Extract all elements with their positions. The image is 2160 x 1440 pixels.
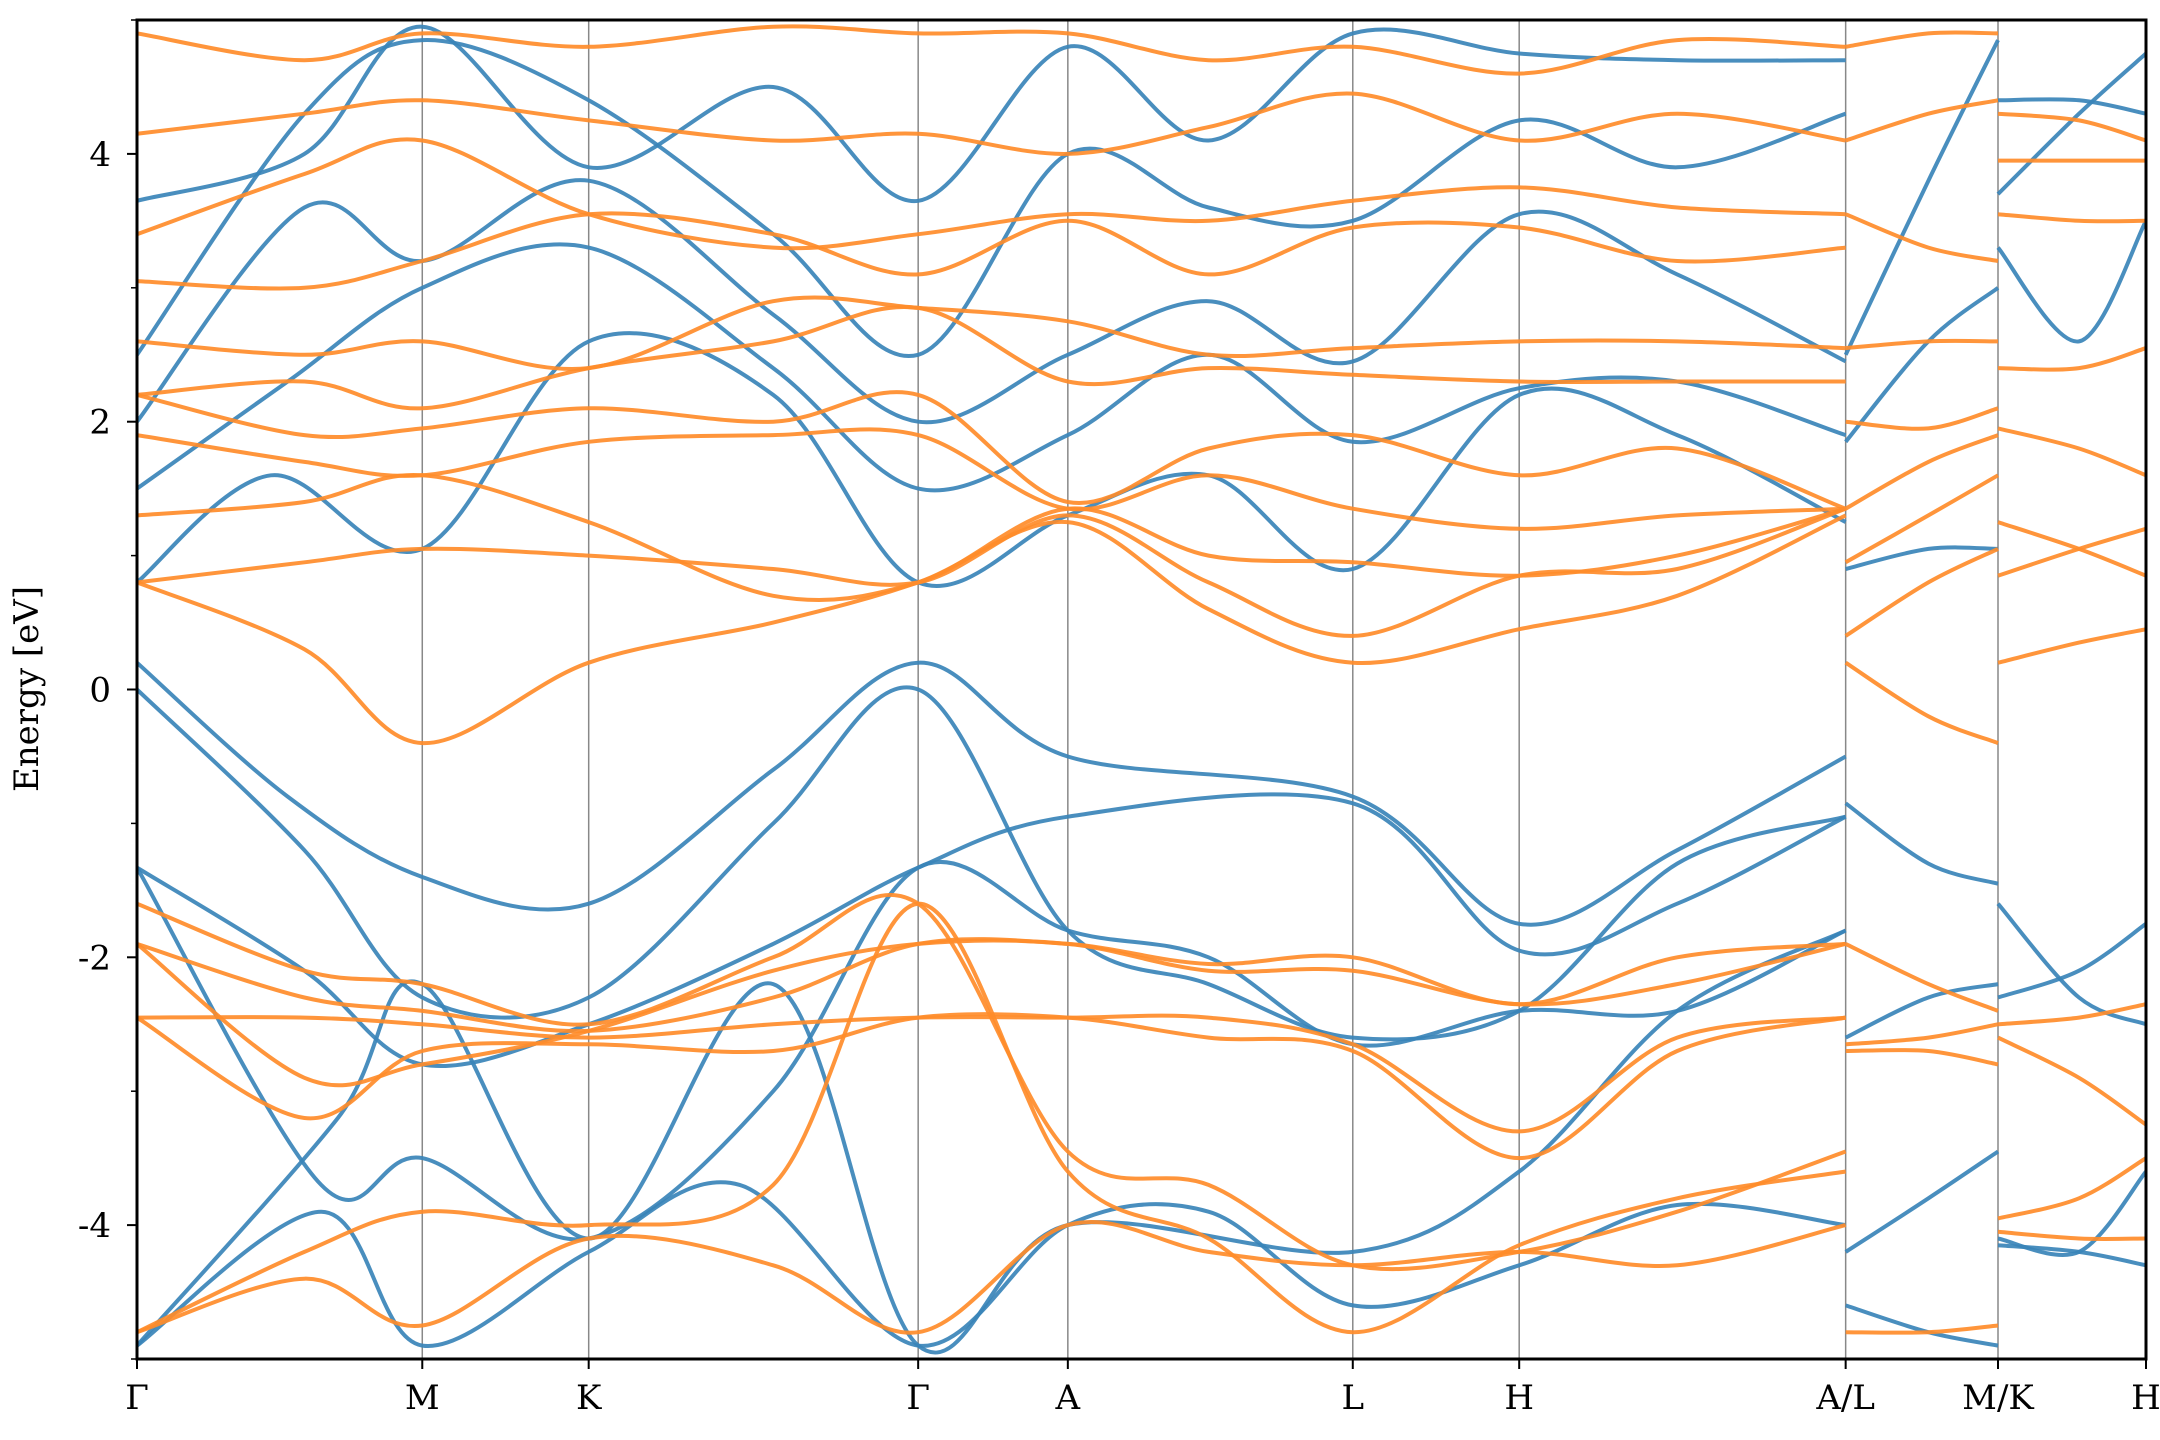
band-line-spin-down bbox=[137, 304, 1846, 411]
band-line-spin-down bbox=[1844, 212, 1999, 263]
band-line-spin-down bbox=[137, 1012, 1847, 1161]
x-tick-label: A/L bbox=[1815, 1378, 1875, 1418]
band-line-spin-down bbox=[1997, 346, 2146, 372]
band-line-spin-down bbox=[1844, 547, 1999, 638]
band-line-spin-down bbox=[137, 91, 1847, 156]
band-line-spin-up bbox=[1844, 982, 1999, 1040]
band-line-spin-down bbox=[1997, 212, 2146, 224]
x-tick-label: H bbox=[1504, 1378, 1534, 1418]
y-axis-title: Energy [eV] bbox=[7, 586, 47, 792]
band-line-spin-down bbox=[1997, 520, 2146, 578]
band-line-spin-down bbox=[1844, 473, 2000, 565]
band-line-spin-down bbox=[137, 506, 1847, 638]
band-line-spin-up bbox=[1845, 545, 1999, 571]
band-line-spin-up bbox=[1844, 1149, 2000, 1254]
band-line-spin-down bbox=[137, 427, 1846, 531]
band-line-spin-down bbox=[1844, 661, 1999, 745]
band-line-spin-down bbox=[1997, 1035, 2146, 1127]
band-line-spin-down bbox=[137, 1219, 1847, 1335]
y-tick-label: -4 bbox=[78, 1206, 111, 1246]
band-line-spin-down bbox=[1844, 942, 1999, 1013]
x-tick-label: K bbox=[576, 1378, 602, 1418]
x-tick-label: Γ bbox=[125, 1378, 149, 1418]
x-tick-label: M bbox=[405, 1378, 440, 1418]
band-line-spin-up bbox=[137, 331, 1847, 588]
x-tick-label: A bbox=[1055, 1378, 1081, 1418]
band-line-spin-down bbox=[137, 390, 1847, 511]
band-line-spin-down bbox=[137, 472, 1847, 603]
band-line-spin-up bbox=[1997, 97, 2146, 116]
plot-frame bbox=[135, 18, 2148, 1361]
band-line-spin-down bbox=[1997, 1002, 2146, 1027]
x-axis-ticks: Γ M K Γ A L H A/L M/K H bbox=[125, 1359, 2160, 1418]
y-tick-label: 0 bbox=[89, 671, 111, 711]
band-line-spin-down bbox=[1845, 338, 1999, 351]
band-line-spin-down bbox=[1997, 1156, 2146, 1221]
band-line-spin-up bbox=[137, 660, 1847, 927]
band-line-spin-up bbox=[137, 178, 1847, 425]
band-line-spin-up bbox=[137, 242, 1847, 493]
band-line-spin-down bbox=[137, 211, 1846, 291]
band-line-spin-up bbox=[1845, 1303, 1999, 1348]
band-line-spin-up bbox=[137, 38, 1847, 359]
band-line-spin-down bbox=[137, 137, 1846, 251]
band-line-spin-down bbox=[1845, 1022, 1999, 1047]
band-line-spin-up bbox=[1997, 1243, 2146, 1268]
band-line-spin-down bbox=[1844, 433, 1999, 511]
x-tick-label: M/K bbox=[1962, 1378, 2034, 1418]
y-axis-ticks: -4 -2 0 2 4 bbox=[78, 19, 137, 1360]
band-line-spin-down bbox=[1845, 406, 1999, 431]
x-tick-label: Γ bbox=[906, 1378, 930, 1418]
x-tick-label: L bbox=[1341, 1378, 1364, 1418]
band-line-spin-up bbox=[1843, 39, 2000, 356]
band-line-spin-up bbox=[1996, 902, 2146, 1027]
band-line-spin-up bbox=[1844, 801, 1999, 886]
band-line-spin-up bbox=[137, 928, 1847, 1355]
y-tick-label: -2 bbox=[78, 938, 111, 978]
band-line-spin-down bbox=[137, 1013, 1846, 1134]
band-line-spin-down bbox=[1997, 1229, 2146, 1241]
band-line-spin-down bbox=[1997, 111, 2146, 143]
band-line-spin-down bbox=[137, 24, 1846, 76]
band-line-spin-up bbox=[1996, 52, 2146, 196]
y-tick-label: 2 bbox=[89, 403, 111, 443]
band-line-spin-down bbox=[1845, 1323, 1999, 1335]
band-line-spin-down bbox=[137, 938, 1847, 1088]
x-tick-label: H bbox=[2131, 1378, 2160, 1418]
band-line-spin-down bbox=[137, 295, 1846, 371]
band-line-spin-up bbox=[1997, 922, 2146, 1000]
band-line-spin-down bbox=[1845, 98, 1999, 143]
band-line-spin-up bbox=[1996, 219, 2146, 344]
band-line-spin-up bbox=[137, 24, 1846, 203]
band-line-spin-up bbox=[137, 792, 1847, 1069]
band-line-spin-down bbox=[137, 901, 1847, 1335]
band-line-spin-down bbox=[1997, 627, 2146, 665]
band-line-spin-down bbox=[1845, 1048, 1999, 1067]
band-line-spin-down bbox=[1997, 426, 2146, 478]
band-series bbox=[137, 24, 2146, 1355]
band-line-spin-down bbox=[1845, 30, 1999, 49]
y-tick-label: 4 bbox=[89, 135, 111, 175]
band-line-spin-up bbox=[137, 859, 1847, 1242]
